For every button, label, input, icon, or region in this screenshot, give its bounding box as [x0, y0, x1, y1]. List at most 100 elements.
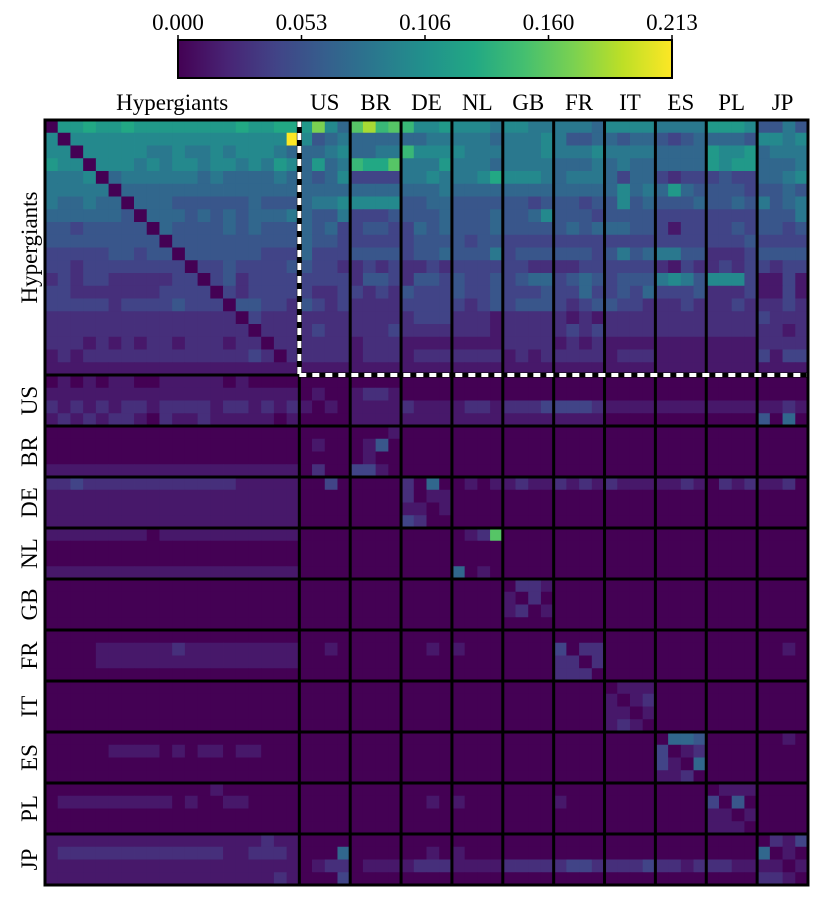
heatmap-cell [553, 821, 567, 835]
heatmap-cell [235, 566, 249, 580]
heatmap-cell [515, 273, 529, 287]
heatmap-cell [121, 387, 135, 401]
heatmap-cell [324, 273, 338, 287]
heatmap-cell [553, 375, 567, 389]
heatmap-cell [591, 298, 605, 312]
heatmap-cell [324, 770, 338, 784]
heatmap-cell [540, 744, 555, 758]
heatmap-cell [680, 591, 694, 605]
heatmap-cell [83, 311, 97, 325]
heatmap-cell [731, 362, 745, 376]
heatmap-cell [134, 553, 148, 567]
heatmap-cell [146, 668, 160, 682]
heatmap-cell [426, 477, 440, 491]
heatmap-cell [312, 120, 326, 134]
heatmap-cell [693, 783, 707, 797]
heatmap-cell [401, 311, 415, 325]
heatmap-cell [388, 132, 402, 146]
heatmap-cell [159, 630, 173, 644]
heatmap-cell [261, 566, 275, 580]
heatmap-cell [579, 171, 593, 185]
heatmap-cell [312, 400, 326, 414]
heatmap-cell [337, 617, 351, 631]
heatmap-cell [655, 145, 669, 159]
heatmap-cell [731, 451, 745, 465]
heatmap-cell [591, 375, 605, 389]
heatmap-cell [337, 834, 351, 848]
heatmap-cell [146, 336, 160, 350]
heatmap-cell [490, 234, 504, 248]
heatmap-cell [515, 808, 529, 822]
heatmap-cell [134, 247, 148, 261]
heatmap-cell [261, 438, 275, 452]
heatmap-cell [350, 158, 364, 172]
heatmap-cell [312, 222, 326, 236]
heatmap-cell [362, 209, 377, 223]
heatmap-cell [108, 642, 122, 656]
heatmap-cell [769, 171, 783, 185]
heatmap-cell [464, 604, 478, 618]
heatmap-cell [655, 375, 669, 389]
heatmap-cell [490, 349, 504, 363]
heatmap-cell [579, 553, 593, 567]
heatmap-cell [362, 489, 377, 503]
heatmap-cell [655, 808, 669, 822]
heatmap-cell [757, 642, 771, 656]
heatmap-cell [718, 846, 733, 860]
heatmap-cell [693, 591, 707, 605]
heatmap-cell [579, 400, 593, 414]
heatmap-cell [579, 872, 593, 886]
heatmap-cell [668, 732, 682, 746]
heatmap-cell [273, 171, 288, 185]
heatmap-cell [502, 158, 516, 172]
heatmap-cell [515, 732, 529, 746]
heatmap-cell [502, 834, 516, 848]
heatmap-cell [83, 795, 97, 809]
heatmap-cell [731, 693, 745, 707]
heatmap-cell [413, 808, 427, 822]
heatmap-cell [273, 528, 288, 542]
heatmap-cell [553, 719, 567, 733]
heatmap-cell [464, 247, 478, 261]
heatmap-cell [769, 438, 783, 452]
heatmap-cell [388, 387, 402, 401]
heatmap-cell [795, 540, 809, 554]
heatmap-cell [235, 859, 249, 873]
heatmap-cell [223, 617, 237, 631]
heatmap-cell [515, 324, 529, 338]
heatmap-cell [718, 872, 733, 886]
heatmap-cell [57, 234, 71, 248]
heatmap-cell [184, 489, 198, 503]
heatmap-cell [566, 757, 580, 771]
heatmap-cell [490, 528, 504, 542]
heatmap-cell [172, 834, 186, 848]
heatmap-cell [312, 273, 326, 287]
heatmap-cell [477, 285, 491, 299]
heatmap-cell [553, 732, 567, 746]
heatmap-cell [312, 209, 326, 223]
heatmap-cell [235, 183, 249, 197]
heatmap-cell [375, 400, 389, 414]
heatmap-cell [439, 336, 453, 350]
heatmap-cell [439, 579, 453, 593]
heatmap-cell [337, 196, 351, 210]
heatmap-cell [528, 464, 542, 478]
heatmap-cell [83, 451, 97, 465]
heatmap-cell [731, 387, 745, 401]
heatmap-cell [401, 668, 415, 682]
heatmap-cell [235, 426, 249, 440]
heatmap-cell [769, 145, 783, 159]
heatmap-cell [540, 400, 555, 414]
heatmap-cell [718, 591, 733, 605]
heatmap-cell [706, 846, 720, 860]
heatmap-cell [197, 642, 211, 656]
heatmap-cell [795, 400, 809, 414]
heatmap-cell [426, 566, 440, 580]
heatmap-cell [744, 426, 758, 440]
heatmap-cell [477, 744, 491, 758]
heatmap-cell [566, 145, 580, 159]
heatmap-cell [184, 528, 198, 542]
heatmap-cell [299, 413, 313, 427]
heatmap-cell [261, 171, 275, 185]
heatmap-cell [668, 145, 682, 159]
